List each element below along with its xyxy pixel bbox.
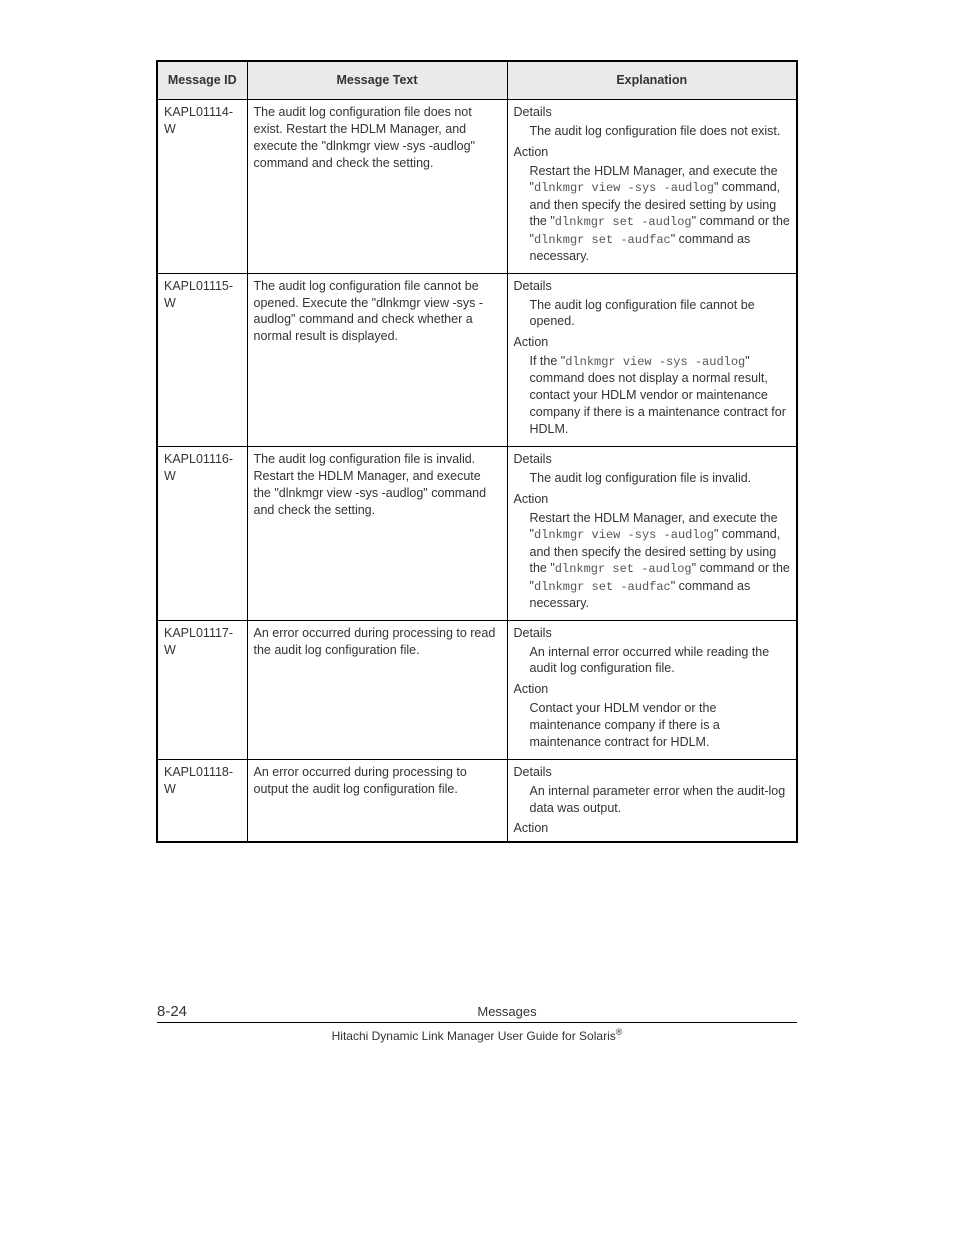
cell-message-text: The audit log configuration file is inva… xyxy=(247,446,507,620)
header-expl: Explanation xyxy=(507,61,797,99)
details-label: Details xyxy=(514,278,791,295)
cell-message-id: KAPL01118-W xyxy=(157,759,247,842)
cell-explanation: Details The audit log configuration file … xyxy=(507,446,797,620)
cell-message-text: The audit log configuration file cannot … xyxy=(247,273,507,446)
details-text: An internal error occurred while reading… xyxy=(530,644,791,678)
header-text: Message Text xyxy=(247,61,507,99)
cell-explanation: Details The audit log configuration file … xyxy=(507,273,797,446)
action-label: Action xyxy=(514,334,791,351)
details-label: Details xyxy=(514,451,791,468)
page-footer: 8-24 Messages Hitachi Dynamic Link Manag… xyxy=(157,1003,797,1043)
guide-title: Hitachi Dynamic Link Manager User Guide … xyxy=(157,1027,797,1043)
cell-explanation: Details The audit log configuration file … xyxy=(507,99,797,273)
header-id: Message ID xyxy=(157,61,247,99)
table-row: KAPL01116-WThe audit log configuration f… xyxy=(157,446,797,620)
command-code: dlnkmgr set -audfac xyxy=(534,580,671,594)
cell-message-id: KAPL01117-W xyxy=(157,620,247,759)
section-title: Messages xyxy=(217,1004,797,1019)
cell-message-id: KAPL01116-W xyxy=(157,446,247,620)
action-label: Action xyxy=(514,144,791,161)
table-row: KAPL01114-WThe audit log configuration f… xyxy=(157,99,797,273)
messages-table: Message ID Message Text Explanation KAPL… xyxy=(156,60,798,843)
table-row: KAPL01118-WAn error occurred during proc… xyxy=(157,759,797,842)
command-code: dlnkmgr view -sys -audlog xyxy=(565,355,745,369)
action-text: Contact your HDLM vendor or the maintena… xyxy=(530,700,791,751)
command-code: dlnkmgr view -sys -audlog xyxy=(534,528,714,542)
cell-message-id: KAPL01115-W xyxy=(157,273,247,446)
command-code: dlnkmgr set -audlog xyxy=(555,215,692,229)
registered-icon: ® xyxy=(616,1027,623,1037)
table-header-row: Message ID Message Text Explanation xyxy=(157,61,797,99)
cell-message-text: An error occurred during processing to o… xyxy=(247,759,507,842)
cell-explanation: Details An internal parameter error when … xyxy=(507,759,797,842)
details-label: Details xyxy=(514,104,791,121)
cell-message-id: KAPL01114-W xyxy=(157,99,247,273)
command-code: dlnkmgr view -sys -audlog xyxy=(534,181,714,195)
table-row: KAPL01115-WThe audit log configuration f… xyxy=(157,273,797,446)
details-text: The audit log configuration file does no… xyxy=(530,123,791,140)
action-label: Action xyxy=(514,491,791,508)
details-text: The audit log configuration file cannot … xyxy=(530,297,791,331)
page-number: 8-24 xyxy=(157,1003,217,1020)
details-label: Details xyxy=(514,764,791,781)
cell-message-text: An error occurred during processing to r… xyxy=(247,620,507,759)
action-label: Action xyxy=(514,820,791,837)
cell-explanation: Details An internal error occurred while … xyxy=(507,620,797,759)
details-text: An internal parameter error when the aud… xyxy=(530,783,791,817)
cell-message-text: The audit log configuration file does no… xyxy=(247,99,507,273)
action-text: Restart the HDLM Manager, and execute th… xyxy=(530,510,791,612)
details-label: Details xyxy=(514,625,791,642)
action-text: Restart the HDLM Manager, and execute th… xyxy=(530,163,791,265)
action-text: If the "dlnkmgr view -sys -audlog" comma… xyxy=(530,353,791,438)
action-label: Action xyxy=(514,681,791,698)
command-code: dlnkmgr set -audfac xyxy=(534,233,671,247)
details-text: The audit log configuration file is inva… xyxy=(530,470,791,487)
table-row: KAPL01117-WAn error occurred during proc… xyxy=(157,620,797,759)
command-code: dlnkmgr set -audlog xyxy=(555,562,692,576)
